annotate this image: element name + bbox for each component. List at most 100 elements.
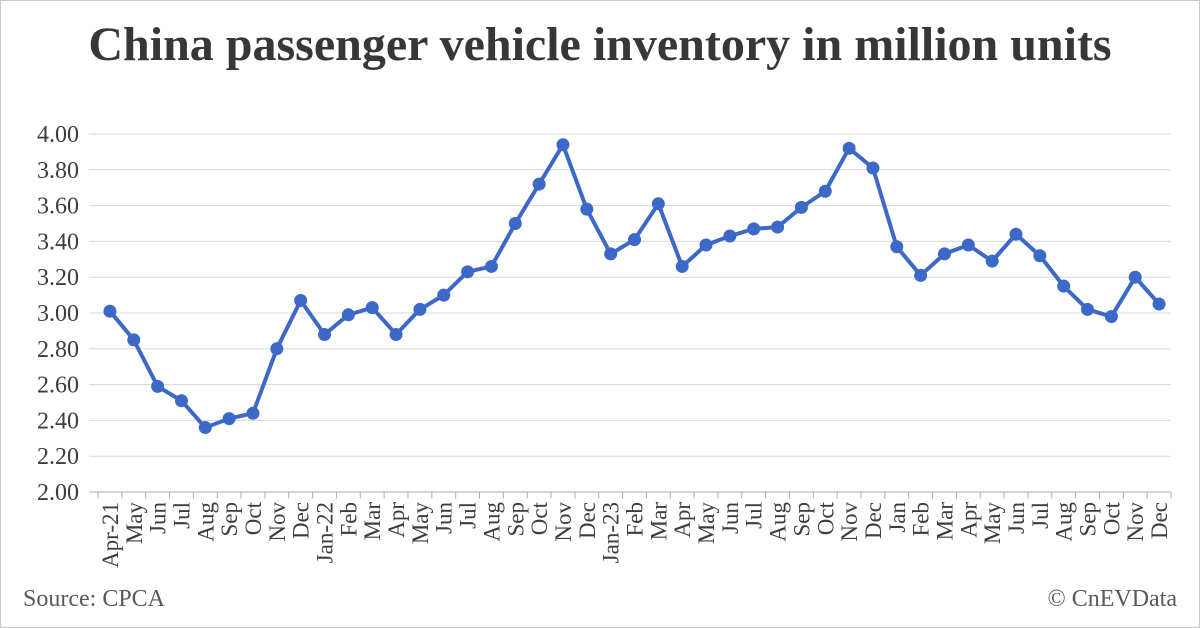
data-point bbox=[914, 268, 928, 282]
x-tick-label: May bbox=[980, 502, 1005, 545]
data-point bbox=[985, 254, 999, 268]
x-tick-label: Aug bbox=[479, 502, 504, 542]
data-point bbox=[103, 304, 117, 318]
data-point bbox=[818, 184, 832, 198]
y-tick-label: 3.00 bbox=[37, 301, 79, 327]
x-tick-label: Apr-21 bbox=[98, 502, 123, 568]
x-tick-label: Oct bbox=[813, 501, 838, 535]
y-tick-label: 3.20 bbox=[37, 265, 79, 291]
data-point bbox=[628, 233, 641, 247]
x-tick-label: Nov bbox=[551, 502, 576, 542]
x-tick-label: Jun bbox=[718, 502, 743, 534]
x-tick-label: Oct bbox=[241, 501, 266, 535]
data-point bbox=[866, 161, 880, 175]
data-point bbox=[246, 406, 260, 420]
data-point bbox=[651, 197, 665, 211]
x-tick-label: Jul bbox=[742, 502, 767, 529]
x-tick-label: May bbox=[122, 502, 147, 545]
x-tick-label: Dec bbox=[575, 502, 600, 539]
y-tick-label: 3.60 bbox=[37, 194, 79, 220]
x-tick-label: Dec bbox=[1147, 502, 1172, 539]
y-tick-label: 4.00 bbox=[37, 122, 79, 148]
x-tick-label: Feb bbox=[336, 502, 361, 537]
data-point bbox=[1152, 297, 1166, 311]
x-tick-label: Sep bbox=[217, 502, 242, 537]
x-tick-label: Nov bbox=[265, 502, 290, 542]
data-point bbox=[294, 293, 308, 307]
x-tick-label: Oct bbox=[527, 501, 552, 535]
y-tick-label: 3.80 bbox=[37, 158, 79, 184]
data-point bbox=[532, 177, 546, 191]
data-point bbox=[937, 247, 951, 261]
data-point bbox=[747, 222, 761, 236]
data-point bbox=[961, 238, 975, 252]
data-point bbox=[890, 240, 904, 254]
x-tick-label: Jul bbox=[169, 502, 194, 529]
data-point bbox=[794, 200, 808, 214]
y-tick-label: 2.80 bbox=[37, 337, 79, 363]
x-tick-label: Jun bbox=[432, 502, 457, 534]
y-tick-label: 3.40 bbox=[37, 229, 79, 255]
y-tick-label: 2.20 bbox=[37, 444, 79, 470]
x-tick-label: Jan-22 bbox=[313, 502, 338, 563]
data-point bbox=[771, 220, 785, 234]
data-point bbox=[198, 421, 212, 435]
series-line bbox=[107, 142, 1162, 430]
data-point bbox=[461, 265, 475, 279]
data-point bbox=[842, 141, 856, 155]
data-point bbox=[1104, 310, 1118, 324]
x-tick-label: Apr bbox=[670, 502, 695, 538]
data-point bbox=[580, 202, 594, 216]
chart-title: China passenger vehicle inventory in mil… bbox=[88, 18, 1112, 71]
data-point bbox=[699, 238, 713, 252]
x-tick-label: Oct bbox=[1099, 501, 1124, 535]
y-tick-label: 2.60 bbox=[37, 373, 79, 399]
x-tick-label: Jul bbox=[1028, 502, 1053, 529]
data-point bbox=[1081, 302, 1095, 316]
data-point bbox=[1128, 270, 1142, 284]
data-point bbox=[389, 327, 403, 341]
x-tick-label: Aug bbox=[1052, 502, 1077, 542]
x-tick-label: Aug bbox=[766, 502, 791, 542]
x-tick-label: Jan-23 bbox=[599, 502, 624, 563]
data-point bbox=[174, 394, 188, 408]
x-tick-label: Jul bbox=[456, 502, 481, 529]
data-point bbox=[484, 259, 498, 273]
x-tick-label: Apr bbox=[956, 502, 981, 538]
data-point bbox=[222, 412, 236, 426]
data-point bbox=[1033, 249, 1047, 263]
x-tick-label: Sep bbox=[503, 502, 528, 537]
data-point bbox=[127, 333, 141, 347]
x-tick-label: May bbox=[408, 502, 433, 545]
data-point bbox=[1009, 227, 1023, 241]
x-tick-label: Sep bbox=[789, 502, 814, 537]
y-tick-label: 2.40 bbox=[37, 408, 79, 434]
x-tick-label: Feb bbox=[909, 502, 934, 537]
data-point bbox=[604, 247, 618, 261]
x-tick-label: Dec bbox=[861, 502, 886, 539]
data-point bbox=[556, 138, 570, 152]
x-tick-label: Feb bbox=[623, 502, 648, 537]
x-tick-label: Jun bbox=[1004, 502, 1029, 534]
x-tick-label: Mar bbox=[360, 502, 385, 541]
data-point bbox=[341, 308, 355, 322]
x-tick-label: Jan bbox=[885, 502, 910, 533]
x-tick-label: Nov bbox=[1123, 502, 1148, 542]
y-tick-label: 2.00 bbox=[37, 480, 79, 506]
source-label: Source: CPCA bbox=[23, 586, 166, 612]
x-tick-label: Mar bbox=[646, 502, 671, 541]
x-tick-label: Sep bbox=[1076, 502, 1101, 537]
data-point bbox=[413, 302, 427, 316]
credit-label: © CnEVData bbox=[1047, 586, 1177, 612]
x-tick-label: Dec bbox=[289, 502, 314, 539]
data-point bbox=[151, 379, 165, 393]
data-point bbox=[508, 217, 522, 230]
data-point bbox=[365, 301, 379, 315]
data-point bbox=[318, 327, 332, 341]
x-tick-label: Nov bbox=[837, 502, 862, 542]
data-point bbox=[270, 342, 284, 356]
data-point bbox=[723, 229, 737, 243]
x-tick-label: Jun bbox=[146, 502, 171, 534]
